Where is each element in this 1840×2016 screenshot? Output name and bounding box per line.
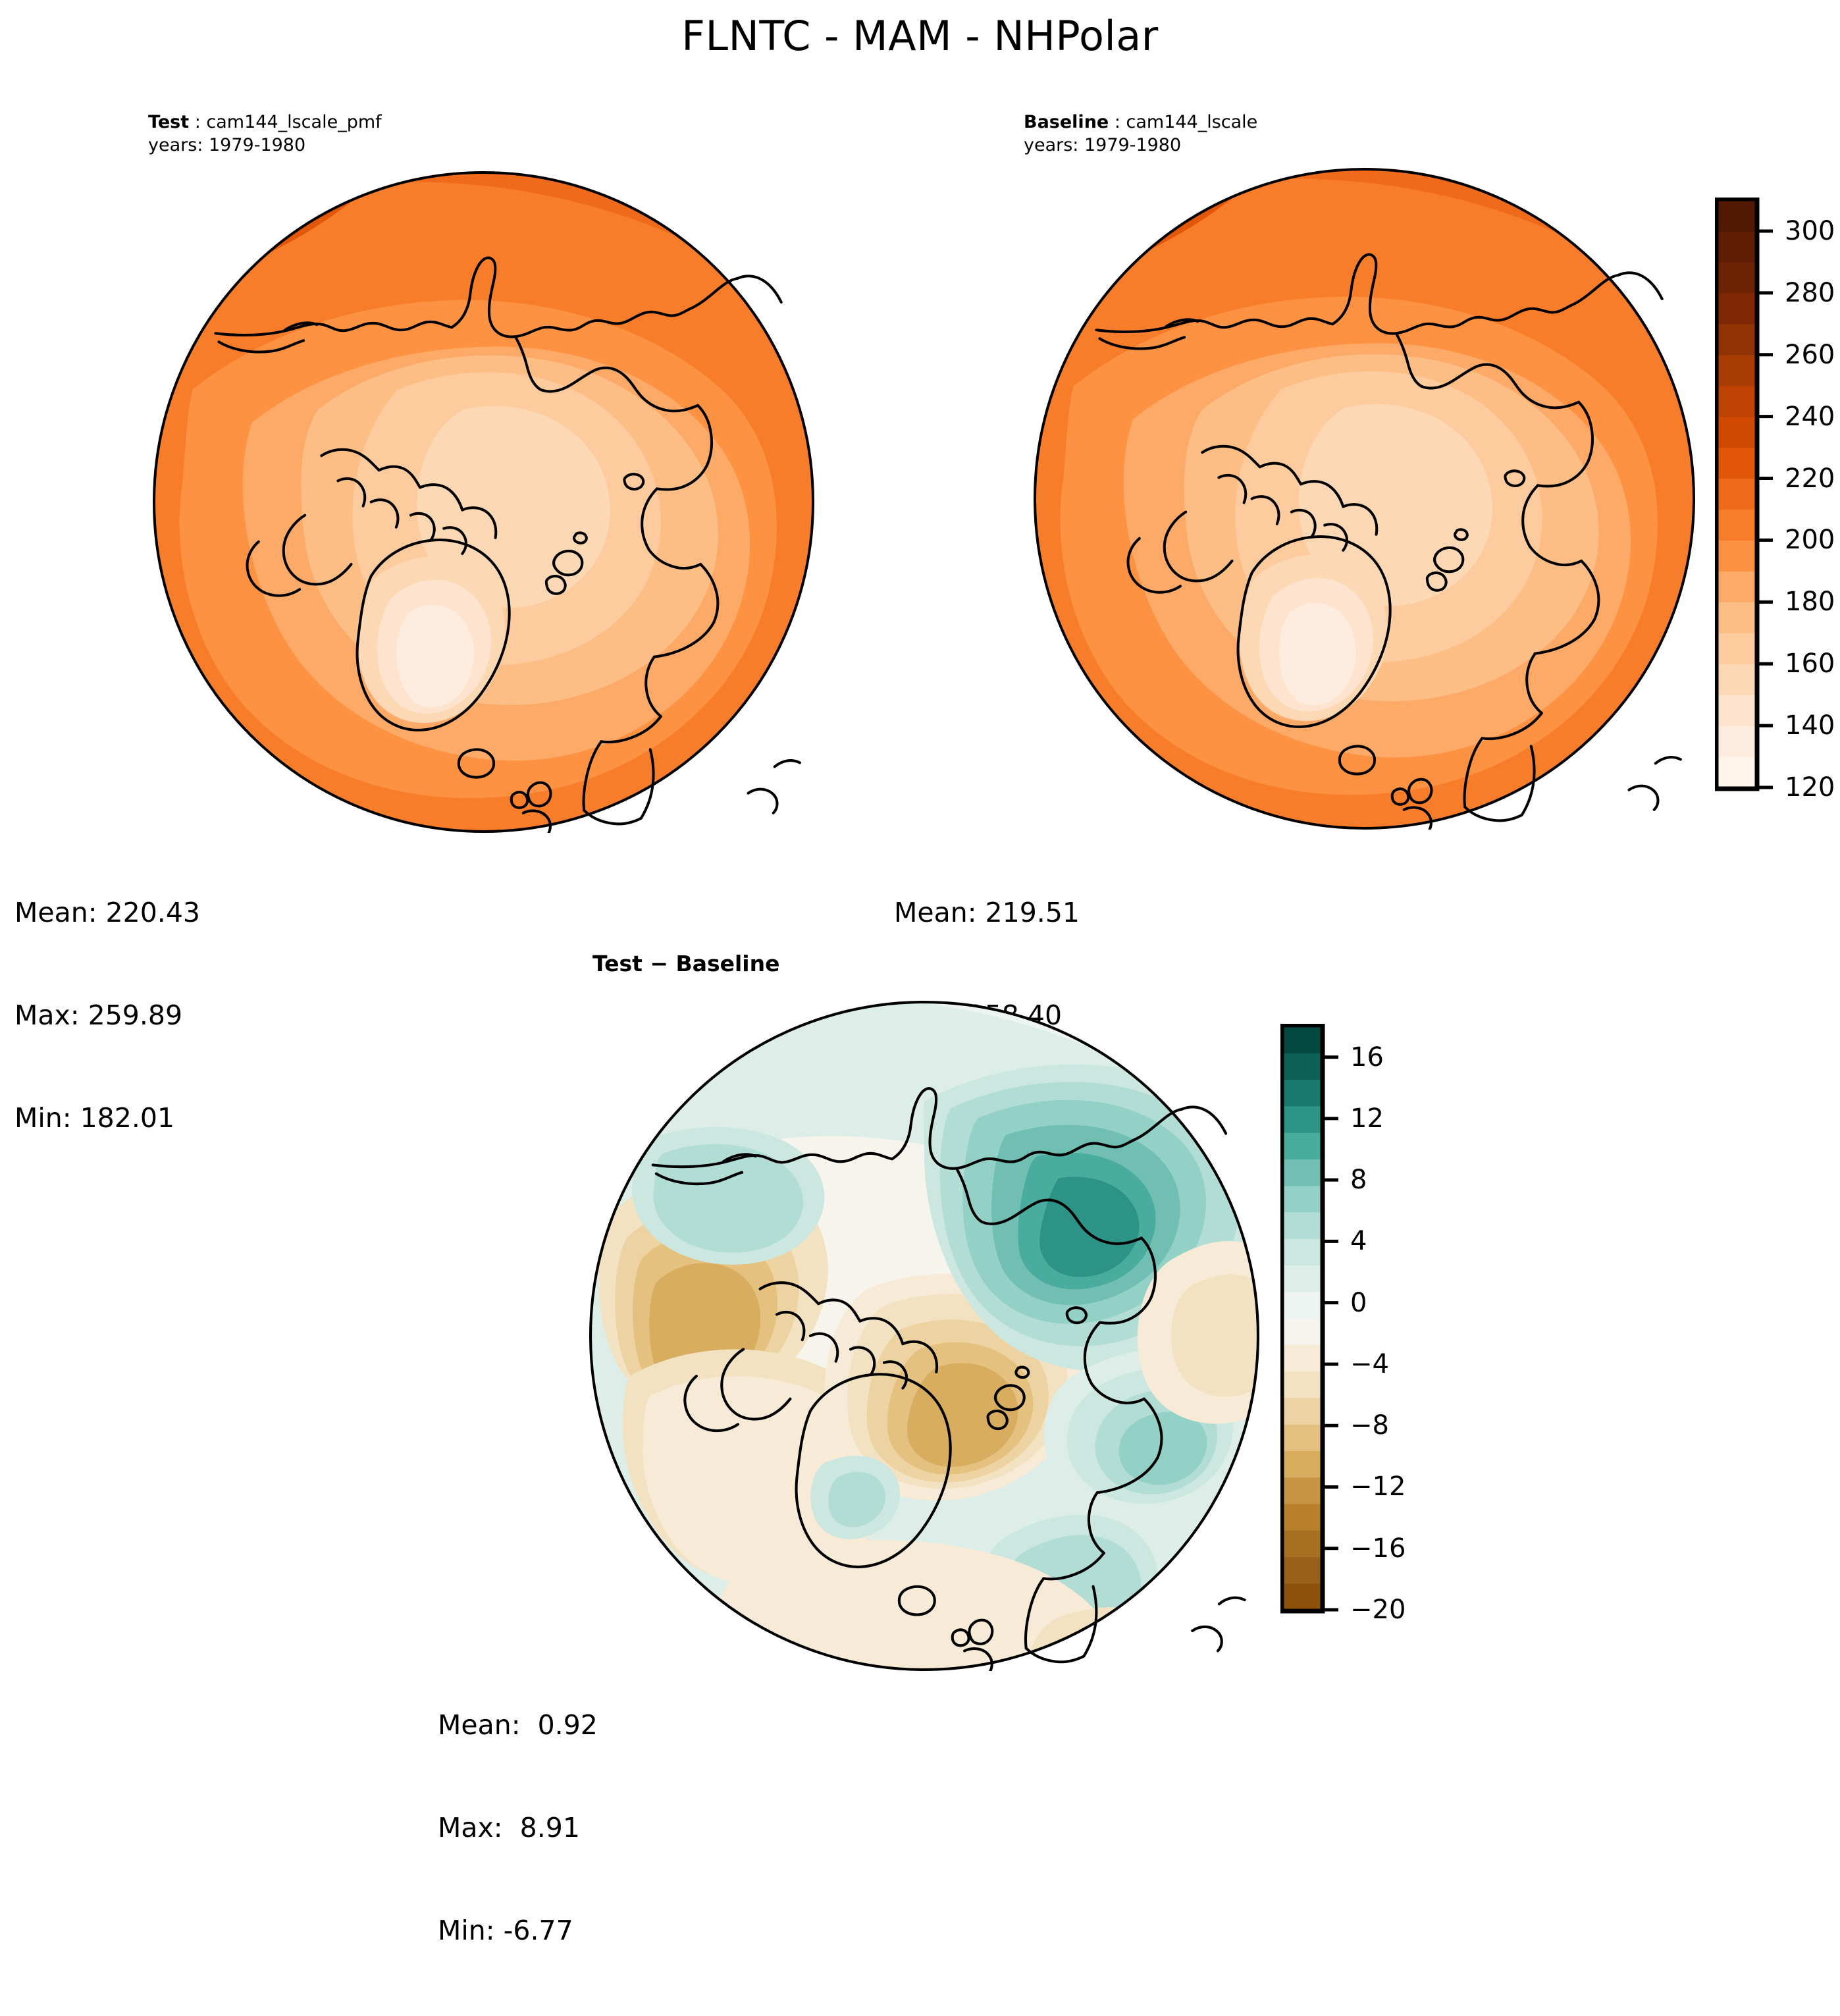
colorbar-tick-label: 140 xyxy=(1785,710,1835,741)
map-baseline-svg xyxy=(1034,168,1695,830)
colorbar-band xyxy=(1718,478,1756,510)
panel-test: Test : cam144_lscale_pmf years: 1979-198… xyxy=(0,0,856,1134)
colorbar-band xyxy=(1283,1583,1321,1610)
colorbar-band xyxy=(1718,261,1756,294)
colorbar-band xyxy=(1283,1265,1321,1292)
difference-colorbar: 16 12 8 4 0 −4 −8 −12 −16 −20 xyxy=(1280,1024,1452,1639)
colorbar-band xyxy=(1283,1371,1321,1398)
colorbar-band xyxy=(1283,1344,1321,1372)
colorbar-tick-label: 260 xyxy=(1785,339,1835,370)
colorbar-tick-label: 200 xyxy=(1785,525,1835,556)
panel-difference-max: Max: 8.91 xyxy=(438,1812,580,1844)
main-colorbar-svg xyxy=(1715,198,1773,791)
colorbar-tick-label: 220 xyxy=(1785,463,1835,494)
colorbar-band xyxy=(1283,1105,1321,1133)
colorbar-tick-label: 160 xyxy=(1785,649,1835,679)
map-test xyxy=(153,171,814,833)
colorbar-tick-label: −4 xyxy=(1350,1348,1389,1379)
panel-difference-mean: Mean: 0.92 xyxy=(438,1709,598,1741)
colorbar-band xyxy=(1283,1291,1321,1319)
colorbar-band xyxy=(1283,1079,1321,1107)
map-difference xyxy=(589,1001,1259,1671)
colorbar-band xyxy=(1718,571,1756,602)
colorbar-tick-label: −8 xyxy=(1350,1410,1389,1441)
panel-test-separator: : xyxy=(189,112,207,132)
colorbar-tick-label: 8 xyxy=(1350,1165,1367,1196)
colorbar-tick-label: 240 xyxy=(1785,401,1835,432)
colorbar-band xyxy=(1718,416,1756,448)
colorbar-band xyxy=(1718,292,1756,325)
colorbar-band xyxy=(1283,1450,1321,1478)
colorbar-tick-label: 0 xyxy=(1350,1287,1367,1318)
panel-baseline-role: Baseline xyxy=(1024,112,1109,132)
colorbar-tick-label: −12 xyxy=(1350,1472,1406,1502)
map-test-svg xyxy=(153,171,814,833)
colorbar-tick-label: 300 xyxy=(1785,215,1835,246)
panel-difference-min: Min: -6.77 xyxy=(438,1915,573,1946)
colorbar-band xyxy=(1718,695,1756,726)
panel-baseline-mean: Mean: 219.51 xyxy=(894,897,1080,928)
colorbar-band xyxy=(1718,447,1756,479)
panel-test-years: years: 1979-1980 xyxy=(148,135,306,155)
colorbar-band xyxy=(1283,1318,1321,1345)
colorbar-band xyxy=(1283,1159,1321,1186)
panel-baseline-separator: : xyxy=(1109,112,1126,132)
colorbar-tick-label: −16 xyxy=(1350,1533,1406,1564)
panel-baseline: Baseline : cam144_lscale years: 1979-198… xyxy=(882,0,1738,1134)
colorbar-band xyxy=(1718,664,1756,695)
colorbar-band xyxy=(1283,1238,1321,1266)
colorbar-band xyxy=(1718,633,1756,664)
colorbar-band xyxy=(1718,323,1756,356)
colorbar-band xyxy=(1283,1397,1321,1425)
panel-test-mean: Mean: 220.43 xyxy=(14,897,201,928)
panel-test-header: Test : cam144_lscale_pmf years: 1979-198… xyxy=(148,111,382,157)
colorbar-band xyxy=(1718,756,1756,788)
colorbar-tick-label: −20 xyxy=(1350,1595,1406,1625)
colorbar-band xyxy=(1283,1503,1321,1531)
colorbar-band xyxy=(1718,602,1756,633)
colorbar-band xyxy=(1718,354,1756,386)
colorbar-tick-label: 280 xyxy=(1785,277,1835,308)
colorbar-tick-label: 12 xyxy=(1350,1103,1384,1134)
colorbar-band xyxy=(1718,540,1756,571)
colorbar-band xyxy=(1718,509,1756,541)
colorbar-band xyxy=(1283,1477,1321,1504)
difference-colorbar-svg xyxy=(1280,1024,1338,1614)
panel-baseline-header: Baseline : cam144_lscale years: 1979-198… xyxy=(1024,111,1257,157)
colorbar-band xyxy=(1283,1185,1321,1213)
panel-difference-stats: Mean: 0.92 Max: 8.91 Min: -6.77 xyxy=(438,1639,598,2016)
colorbar-band xyxy=(1283,1530,1321,1558)
colorbar-band xyxy=(1718,230,1756,263)
map-baseline xyxy=(1034,168,1695,830)
colorbar-band xyxy=(1283,1132,1321,1159)
colorbar-band xyxy=(1718,726,1756,757)
colorbar-band xyxy=(1283,1211,1321,1239)
colorbar-tick-label: 180 xyxy=(1785,587,1835,618)
colorbar-band xyxy=(1718,385,1756,417)
panel-difference: Test − Baseline xyxy=(0,922,1840,1946)
figure-canvas: FLNTC - MAM - NHPolar Test : cam144_lsca… xyxy=(0,0,1840,1946)
panel-baseline-case: cam144_lscale xyxy=(1126,112,1258,132)
panel-test-role: Test xyxy=(148,112,190,132)
map-difference-svg xyxy=(589,1001,1259,1671)
main-colorbar: 300 280 260 240 220 200 180 160 140 120 xyxy=(1715,198,1840,816)
colorbar-tick-label: 120 xyxy=(1785,772,1835,803)
colorbar-band xyxy=(1283,1026,1321,1053)
panel-test-stats: Mean: 220.43 Max: 259.89 Min: 182.01 xyxy=(14,827,200,1204)
page-title: FLNTC - MAM - NHPolar xyxy=(681,12,1159,60)
colorbar-tick-label: 4 xyxy=(1350,1226,1367,1257)
colorbar-band xyxy=(1718,200,1756,232)
panel-difference-title: Test − Baseline xyxy=(592,951,780,976)
colorbar-tick-label: 16 xyxy=(1350,1042,1384,1073)
colorbar-band xyxy=(1283,1556,1321,1584)
colorbar-band xyxy=(1283,1053,1321,1080)
panel-test-case: cam144_lscale_pmf xyxy=(206,112,382,132)
panel-test-max: Max: 259.89 xyxy=(14,999,183,1031)
panel-baseline-years: years: 1979-1980 xyxy=(1024,135,1182,155)
panel-test-min: Min: 182.01 xyxy=(14,1102,175,1134)
colorbar-band xyxy=(1283,1424,1321,1451)
